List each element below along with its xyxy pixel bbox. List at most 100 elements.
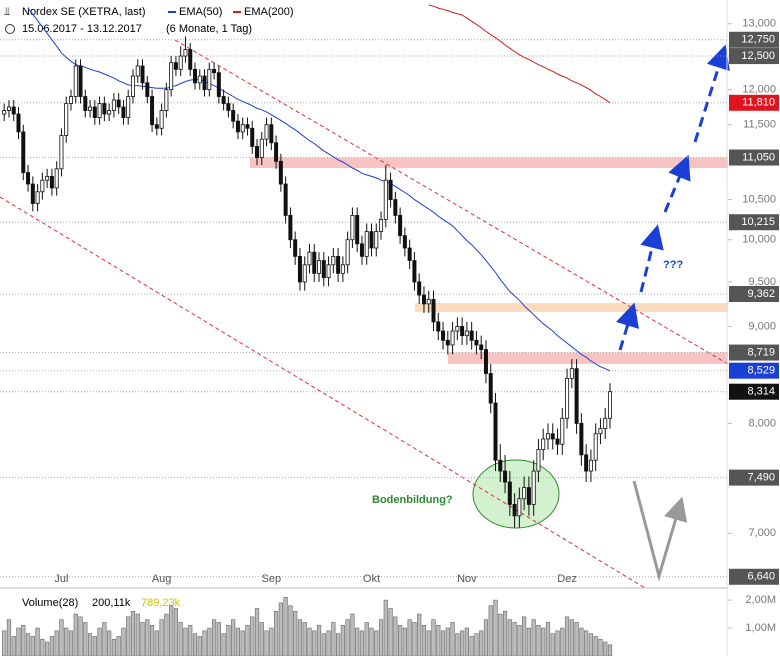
volume-bar xyxy=(269,627,274,656)
header: ⫫ Nordex SE (XETRA, last) EMA(50) EMA(20… xyxy=(4,6,294,609)
candle-body xyxy=(479,344,484,351)
volume-bar xyxy=(355,627,360,656)
volume-tick-label: 2,00M xyxy=(745,594,776,606)
volume-bar xyxy=(183,627,188,656)
volume-bar xyxy=(584,630,589,656)
volume-bar xyxy=(126,616,131,656)
candle-body xyxy=(45,175,50,181)
x-tick-label: Sep xyxy=(262,573,282,585)
candle-body xyxy=(345,239,350,266)
candle-body xyxy=(522,487,527,500)
arrow xyxy=(693,44,730,143)
volume-bar xyxy=(421,624,427,656)
candle-body xyxy=(307,251,312,266)
price-box xyxy=(729,149,779,166)
candle-body xyxy=(78,65,83,97)
volume-bar xyxy=(369,627,374,656)
candle-body xyxy=(407,247,412,261)
arrow xyxy=(616,302,639,351)
volume-bar xyxy=(345,619,350,656)
volume-bar xyxy=(431,619,436,656)
volume-bar xyxy=(16,627,21,656)
candle-body xyxy=(255,146,260,158)
candle-body xyxy=(336,255,341,274)
y-tick-label: 11,500 xyxy=(743,119,776,131)
volume-bar xyxy=(388,608,393,656)
volume-bar xyxy=(259,622,264,656)
candle-body xyxy=(493,402,498,461)
candle-body xyxy=(350,215,355,241)
candle-body xyxy=(517,498,522,517)
icon: ⫫ xyxy=(4,6,10,18)
volume-bar xyxy=(440,630,446,656)
volume-bar xyxy=(6,619,12,656)
volume-bar xyxy=(145,619,150,656)
candle-body xyxy=(259,138,264,158)
candle-body xyxy=(73,65,78,97)
volume-bar xyxy=(64,627,69,656)
volume-bar xyxy=(417,613,422,656)
volume-bar xyxy=(502,610,508,656)
volume-bar xyxy=(202,630,207,656)
candle-body xyxy=(579,422,584,456)
volume-bar xyxy=(169,605,174,656)
volume-bar xyxy=(188,624,193,656)
volume-bar xyxy=(254,608,260,656)
y-tick-label: 9,500 xyxy=(748,276,776,288)
volume-bar xyxy=(197,636,202,656)
price-label: 8,719 xyxy=(747,346,775,358)
candle-body xyxy=(584,454,589,472)
candle-body xyxy=(16,113,21,133)
candle-body xyxy=(426,299,431,305)
candle-body xyxy=(603,417,608,429)
arrow xyxy=(639,224,664,293)
candle-body xyxy=(302,264,307,283)
volume-bar xyxy=(560,627,565,656)
price-label: 7,490 xyxy=(747,472,775,484)
price-box xyxy=(729,568,779,585)
candle-body xyxy=(197,75,202,84)
volume-bar xyxy=(40,638,45,656)
y-tick-label: 10,000 xyxy=(742,234,776,246)
volume-bar xyxy=(2,630,7,656)
volume-bar xyxy=(211,619,217,656)
volume-bar xyxy=(154,630,159,656)
candle-body xyxy=(216,72,221,97)
price-box xyxy=(729,383,779,400)
candle-body xyxy=(2,110,7,115)
volume-bar xyxy=(121,627,126,656)
price-box xyxy=(729,362,779,379)
price-label: 12,500 xyxy=(741,50,775,62)
volume-bar xyxy=(340,624,345,656)
candle-body xyxy=(150,96,155,126)
candle-body xyxy=(541,438,546,450)
volume-bar xyxy=(483,619,489,656)
volume-bar xyxy=(235,627,241,656)
volume-bar xyxy=(173,608,179,656)
volume-bar xyxy=(73,613,78,656)
y-tick-label: 9,000 xyxy=(748,320,776,332)
volume-bar xyxy=(92,636,97,656)
volume-bar xyxy=(221,633,226,656)
candle-body xyxy=(507,481,512,505)
y-tick-label: 12,000 xyxy=(742,84,776,96)
volume-bar xyxy=(302,622,307,656)
volume-bar xyxy=(450,622,455,656)
candle-body xyxy=(68,96,73,104)
volume-bar xyxy=(178,622,183,656)
volume-bar xyxy=(331,622,336,656)
volume-bar xyxy=(498,613,503,656)
candle-body xyxy=(221,96,226,104)
volume-bar xyxy=(111,638,117,656)
price-box xyxy=(729,214,779,231)
candle-body xyxy=(92,106,97,118)
volume-bar xyxy=(436,624,441,656)
volume-bar xyxy=(536,624,541,656)
candle-body xyxy=(550,433,555,440)
volume-bar xyxy=(364,622,369,656)
candle-body xyxy=(283,183,288,216)
volume-bar xyxy=(87,633,93,656)
volume-bar xyxy=(240,630,245,656)
x-tick-label: Okt xyxy=(363,573,380,585)
